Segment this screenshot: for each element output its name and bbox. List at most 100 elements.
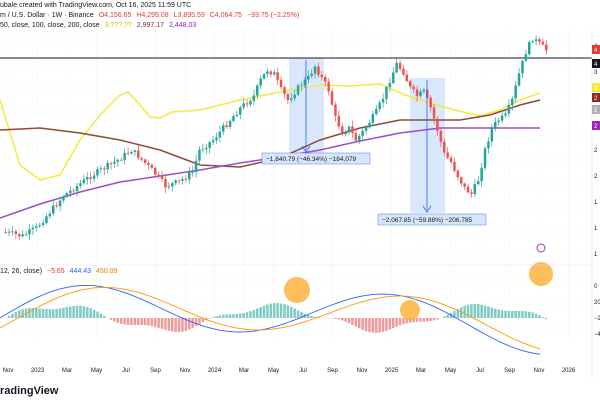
macd-header: 12, 26, close) −5.65 444.43 450.09 [0,268,120,275]
header-line-3: 50, close, 100, close, 200, close 3,???.… [0,22,199,29]
candle-body [266,71,269,74]
macd-histogram-bar [538,315,541,318]
candle [545,40,548,55]
macd-histogram-bar [276,303,279,318]
macd-histogram-bar [341,318,344,321]
macd-histogram-bar [215,316,218,318]
candle [351,120,354,139]
candle-body [82,179,86,184]
axes: Nov 2023 Mar May Jul Sep Nov 2024 Mar May Jul Sep No… [3,28,600,380]
candle [327,78,330,96]
macd-histogram-bar [48,309,52,318]
candle-body [470,192,473,194]
candle-body [109,163,113,164]
candle-body [528,42,531,55]
candle-body [436,118,439,132]
candle [123,148,126,165]
candle-body [21,234,24,237]
macd-histogram-bar [432,318,436,321]
candle [392,66,395,85]
macd-histogram-bar [198,318,201,325]
macd-histogram-bar [490,307,494,318]
candle-body [160,175,164,180]
x-tick-label: 2023 [31,368,45,374]
candle [283,85,286,99]
macd-histogram-bar [262,305,266,318]
macd-histogram-bar [181,318,184,332]
candle [453,157,456,173]
candle [511,96,514,111]
macd-histogram-bar [300,312,303,318]
candle [96,166,99,179]
candle-body [147,162,150,165]
candle [286,91,290,105]
macd-histogram-bar [483,305,487,318]
candle-body [545,44,548,51]
candle [541,38,545,46]
candle-body [313,66,317,74]
candle-body [487,141,490,149]
macd-histogram-bar [256,308,259,318]
macd-histogram-bar [466,304,470,318]
candle-body [208,142,211,148]
candle [368,119,371,129]
macd-histogram-bar [58,308,62,318]
candle [463,182,466,190]
candle [109,161,113,170]
candle [242,98,245,110]
candle [262,72,266,80]
candle [79,180,82,189]
candle [524,49,528,62]
candle [157,171,160,179]
candle [113,156,116,168]
price-box-label: 4 [594,48,598,54]
candle-body [14,231,18,235]
candle [225,121,228,129]
candle [375,104,378,116]
candle-body [327,81,330,92]
candle-body [504,113,507,116]
macd-histogram-bar [116,318,120,323]
candle [266,68,269,78]
macd-line [0,284,541,355]
candle-body [245,103,249,105]
candle-body [48,213,52,217]
candle [188,166,191,184]
x-tick-label: Jul [122,368,130,374]
candle-body [4,232,7,233]
candle [184,175,188,183]
macd-histogram-bar [446,314,449,318]
candle [415,85,419,102]
candle [45,213,48,225]
price-tick-label: 1 [594,252,598,258]
candle [143,158,147,166]
macd-histogram-bar [545,318,548,320]
candle [466,184,470,194]
candle-body [171,183,174,187]
candle-body [279,79,283,88]
price-box [592,105,600,114]
x-tick-label: Sep [150,368,161,374]
candle [72,187,75,195]
macd-histogram-bar [249,311,252,318]
macd-histogram-bar [137,318,140,325]
candle-body [62,196,65,201]
candle [395,58,398,74]
candle-body [361,130,364,136]
macd-histogram-bar [375,318,378,333]
candle-body [381,99,385,103]
candle [398,60,402,72]
x-tick-label: Nov [180,368,191,374]
candle [120,157,123,161]
candle-body [65,193,69,197]
macd-histogram-bar [147,318,150,326]
macd-histogram-bar [511,311,514,318]
candle-body [123,152,126,160]
candle [381,93,385,108]
candle-body [92,175,96,179]
candle-body [126,152,130,154]
macd-histogram-bar [164,318,167,330]
macd-histogram-bar [208,318,211,319]
symbol-text: m / U.S. Dollar · 1W · Binance [0,12,94,19]
